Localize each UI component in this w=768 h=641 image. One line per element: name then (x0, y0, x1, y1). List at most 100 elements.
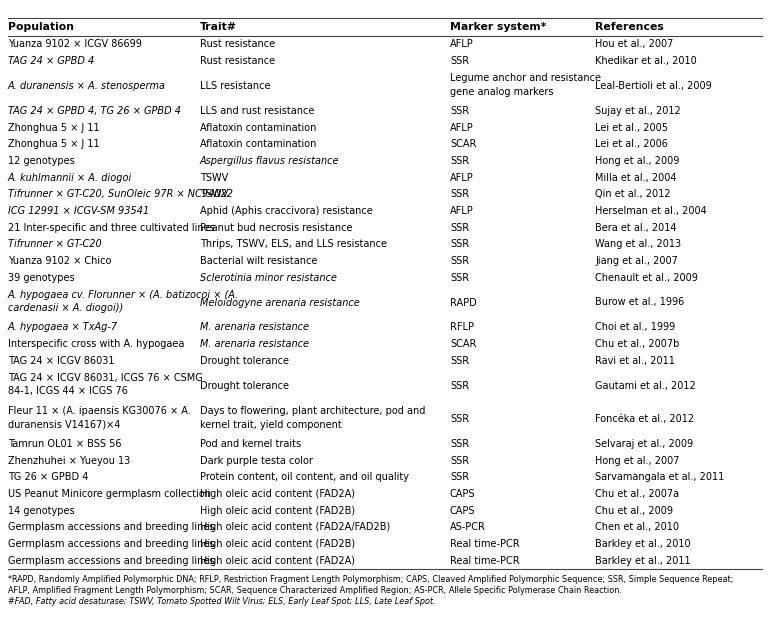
Text: #FAD, Fatty acid desaturase; TSWV, Tomato Spotted Wilt Virus; ELS, Early Leaf Sp: #FAD, Fatty acid desaturase; TSWV, Tomat… (8, 597, 435, 606)
Text: SSR: SSR (450, 472, 469, 483)
Text: A. hypogaea cv. Florunner × (A. batizocoi × (A.
cardenasii × A. diogoi)): A. hypogaea cv. Florunner × (A. batizoco… (8, 290, 239, 313)
Text: Aspergillus flavus resistance: Aspergillus flavus resistance (200, 156, 339, 166)
Text: Chen et al., 2010: Chen et al., 2010 (595, 522, 679, 533)
Text: SSR: SSR (450, 106, 469, 116)
Text: SSR: SSR (450, 239, 469, 249)
Text: SCAR: SCAR (450, 339, 476, 349)
Text: Aphid (Aphis craccivora) resistance: Aphid (Aphis craccivora) resistance (200, 206, 372, 216)
Text: SSR: SSR (450, 381, 469, 391)
Text: SSR: SSR (450, 456, 469, 466)
Text: SSR: SSR (450, 414, 469, 424)
Text: AFLP: AFLP (450, 172, 474, 183)
Text: Herselman et al., 2004: Herselman et al., 2004 (595, 206, 707, 216)
Text: Protein content, oil content, and oil quality: Protein content, oil content, and oil qu… (200, 472, 409, 483)
Text: Sarvamangala et al., 2011: Sarvamangala et al., 2011 (595, 472, 724, 483)
Text: Zhonghua 5 × J 11: Zhonghua 5 × J 11 (8, 122, 100, 133)
Text: Peanut bud necrosis resistance: Peanut bud necrosis resistance (200, 222, 353, 233)
Text: High oleic acid content (FAD2A): High oleic acid content (FAD2A) (200, 489, 355, 499)
Text: Thrips, TSWV, ELS, and LLS resistance: Thrips, TSWV, ELS, and LLS resistance (200, 239, 387, 249)
Text: Chu et al., 2007b: Chu et al., 2007b (595, 339, 680, 349)
Text: Lei et al., 2005: Lei et al., 2005 (595, 122, 668, 133)
Text: Real time-PCR: Real time-PCR (450, 556, 520, 565)
Text: Gautami et al., 2012: Gautami et al., 2012 (595, 381, 696, 391)
Text: SSR: SSR (450, 222, 469, 233)
Text: Drought tolerance: Drought tolerance (200, 381, 289, 391)
Text: Rust resistance: Rust resistance (200, 56, 275, 66)
Text: AFLP: AFLP (450, 39, 474, 49)
Text: Yuanza 9102 × ICGV 86699: Yuanza 9102 × ICGV 86699 (8, 39, 142, 49)
Text: Selvaraj et al., 2009: Selvaraj et al., 2009 (595, 439, 694, 449)
Text: SSR: SSR (450, 439, 469, 449)
Text: Chu et al., 2007a: Chu et al., 2007a (595, 489, 679, 499)
Text: A. hypogaea × TxAg-7: A. hypogaea × TxAg-7 (8, 322, 118, 333)
Text: 14 genotypes: 14 genotypes (8, 506, 74, 516)
Text: Foncéka et al., 2012: Foncéka et al., 2012 (595, 414, 694, 424)
Text: Leal-Bertioli et al., 2009: Leal-Bertioli et al., 2009 (595, 81, 712, 91)
Text: AS-PCR: AS-PCR (450, 522, 486, 533)
Text: 21 Inter-specific and three cultivated lines: 21 Inter-specific and three cultivated l… (8, 222, 215, 233)
Text: US Peanut Minicore germplasm collection: US Peanut Minicore germplasm collection (8, 489, 211, 499)
Text: Hong et al., 2007: Hong et al., 2007 (595, 456, 680, 466)
Text: Choi et al., 1999: Choi et al., 1999 (595, 322, 675, 333)
Text: SSR: SSR (450, 272, 469, 283)
Text: SSR: SSR (450, 356, 469, 366)
Text: SCAR: SCAR (450, 139, 476, 149)
Text: Aflatoxin contamination: Aflatoxin contamination (200, 122, 316, 133)
Text: RFLP: RFLP (450, 322, 474, 333)
Text: 12 genotypes: 12 genotypes (8, 156, 74, 166)
Text: Germplasm accessions and breeding lines: Germplasm accessions and breeding lines (8, 539, 214, 549)
Text: TAG 24 × GPBD 4, TG 26 × GPBD 4: TAG 24 × GPBD 4, TG 26 × GPBD 4 (8, 106, 181, 116)
Text: Wang et al., 2013: Wang et al., 2013 (595, 239, 681, 249)
Text: Sujay et al., 2012: Sujay et al., 2012 (595, 106, 680, 116)
Text: Qin et al., 2012: Qin et al., 2012 (595, 189, 670, 199)
Text: Lei et al., 2006: Lei et al., 2006 (595, 139, 668, 149)
Text: ICG 12991 × ICGV-SM 93541: ICG 12991 × ICGV-SM 93541 (8, 206, 149, 216)
Text: AFLP: AFLP (450, 206, 474, 216)
Text: Zhenzhuhei × Yueyou 13: Zhenzhuhei × Yueyou 13 (8, 456, 131, 466)
Text: LLS and rust resistance: LLS and rust resistance (200, 106, 314, 116)
Text: Population: Population (8, 22, 74, 32)
Text: RAPD: RAPD (450, 297, 477, 308)
Text: Rust resistance: Rust resistance (200, 39, 275, 49)
Text: High oleic acid content (FAD2A/FAD2B): High oleic acid content (FAD2A/FAD2B) (200, 522, 390, 533)
Text: 39 genotypes: 39 genotypes (8, 272, 74, 283)
Text: Legume anchor and resistance
gene analog markers: Legume anchor and resistance gene analog… (450, 73, 601, 97)
Text: SSR: SSR (450, 56, 469, 66)
Text: Dark purple testa color: Dark purple testa color (200, 456, 313, 466)
Text: A. duranensis × A. stenosperma: A. duranensis × A. stenosperma (8, 81, 166, 91)
Text: SSR: SSR (450, 156, 469, 166)
Text: SSR: SSR (450, 189, 469, 199)
Text: TSWV: TSWV (200, 172, 228, 183)
Text: High oleic acid content (FAD2B): High oleic acid content (FAD2B) (200, 506, 355, 516)
Text: References: References (595, 22, 664, 32)
Text: A. kuhlmannii × A. diogoi: A. kuhlmannii × A. diogoi (8, 172, 132, 183)
Text: High oleic acid content (FAD2A): High oleic acid content (FAD2A) (200, 556, 355, 565)
Text: Bacterial wilt resistance: Bacterial wilt resistance (200, 256, 317, 266)
Text: Barkley et al., 2010: Barkley et al., 2010 (595, 539, 690, 549)
Text: Hong et al., 2009: Hong et al., 2009 (595, 156, 680, 166)
Text: Tamrun OL01 × BSS 56: Tamrun OL01 × BSS 56 (8, 439, 121, 449)
Text: TG 26 × GPBD 4: TG 26 × GPBD 4 (8, 472, 88, 483)
Text: Khedikar et al., 2010: Khedikar et al., 2010 (595, 56, 697, 66)
Text: Burow et al., 1996: Burow et al., 1996 (595, 297, 684, 308)
Text: Days to flowering, plant architecture, pod and
kernel trait, yield component: Days to flowering, plant architecture, p… (200, 406, 425, 429)
Text: Chenault et al., 2009: Chenault et al., 2009 (595, 272, 698, 283)
Text: Milla et al., 2004: Milla et al., 2004 (595, 172, 677, 183)
Text: Yuanza 9102 × Chico: Yuanza 9102 × Chico (8, 256, 111, 266)
Text: Pod and kernel traits: Pod and kernel traits (200, 439, 301, 449)
Text: Trait#: Trait# (200, 22, 237, 32)
Text: Marker system*: Marker system* (450, 22, 546, 32)
Text: Germplasm accessions and breeding lines: Germplasm accessions and breeding lines (8, 556, 214, 565)
Text: *RAPD, Randomly Amplified Polymorphic DNA; RFLP, Restriction Fragment Length Pol: *RAPD, Randomly Amplified Polymorphic DN… (8, 575, 733, 595)
Text: M. arenaria resistance: M. arenaria resistance (200, 322, 309, 333)
Text: TAG 24 × ICGV 86031, ICGS 76 × CSMG
84-1, ICGS 44 × ICGS 76: TAG 24 × ICGV 86031, ICGS 76 × CSMG 84-1… (8, 373, 203, 396)
Text: AFLP: AFLP (450, 122, 474, 133)
Text: Zhonghua 5 × J 11: Zhonghua 5 × J 11 (8, 139, 100, 149)
Text: High oleic acid content (FAD2B): High oleic acid content (FAD2B) (200, 539, 355, 549)
Text: CAPS: CAPS (450, 489, 475, 499)
Text: Bera et al., 2014: Bera et al., 2014 (595, 222, 677, 233)
Text: TAG 24 × GPBD 4: TAG 24 × GPBD 4 (8, 56, 94, 66)
Text: Tifrunner × GT-C20: Tifrunner × GT-C20 (8, 239, 101, 249)
Text: LLS resistance: LLS resistance (200, 81, 270, 91)
Text: Aflatoxin contamination: Aflatoxin contamination (200, 139, 316, 149)
